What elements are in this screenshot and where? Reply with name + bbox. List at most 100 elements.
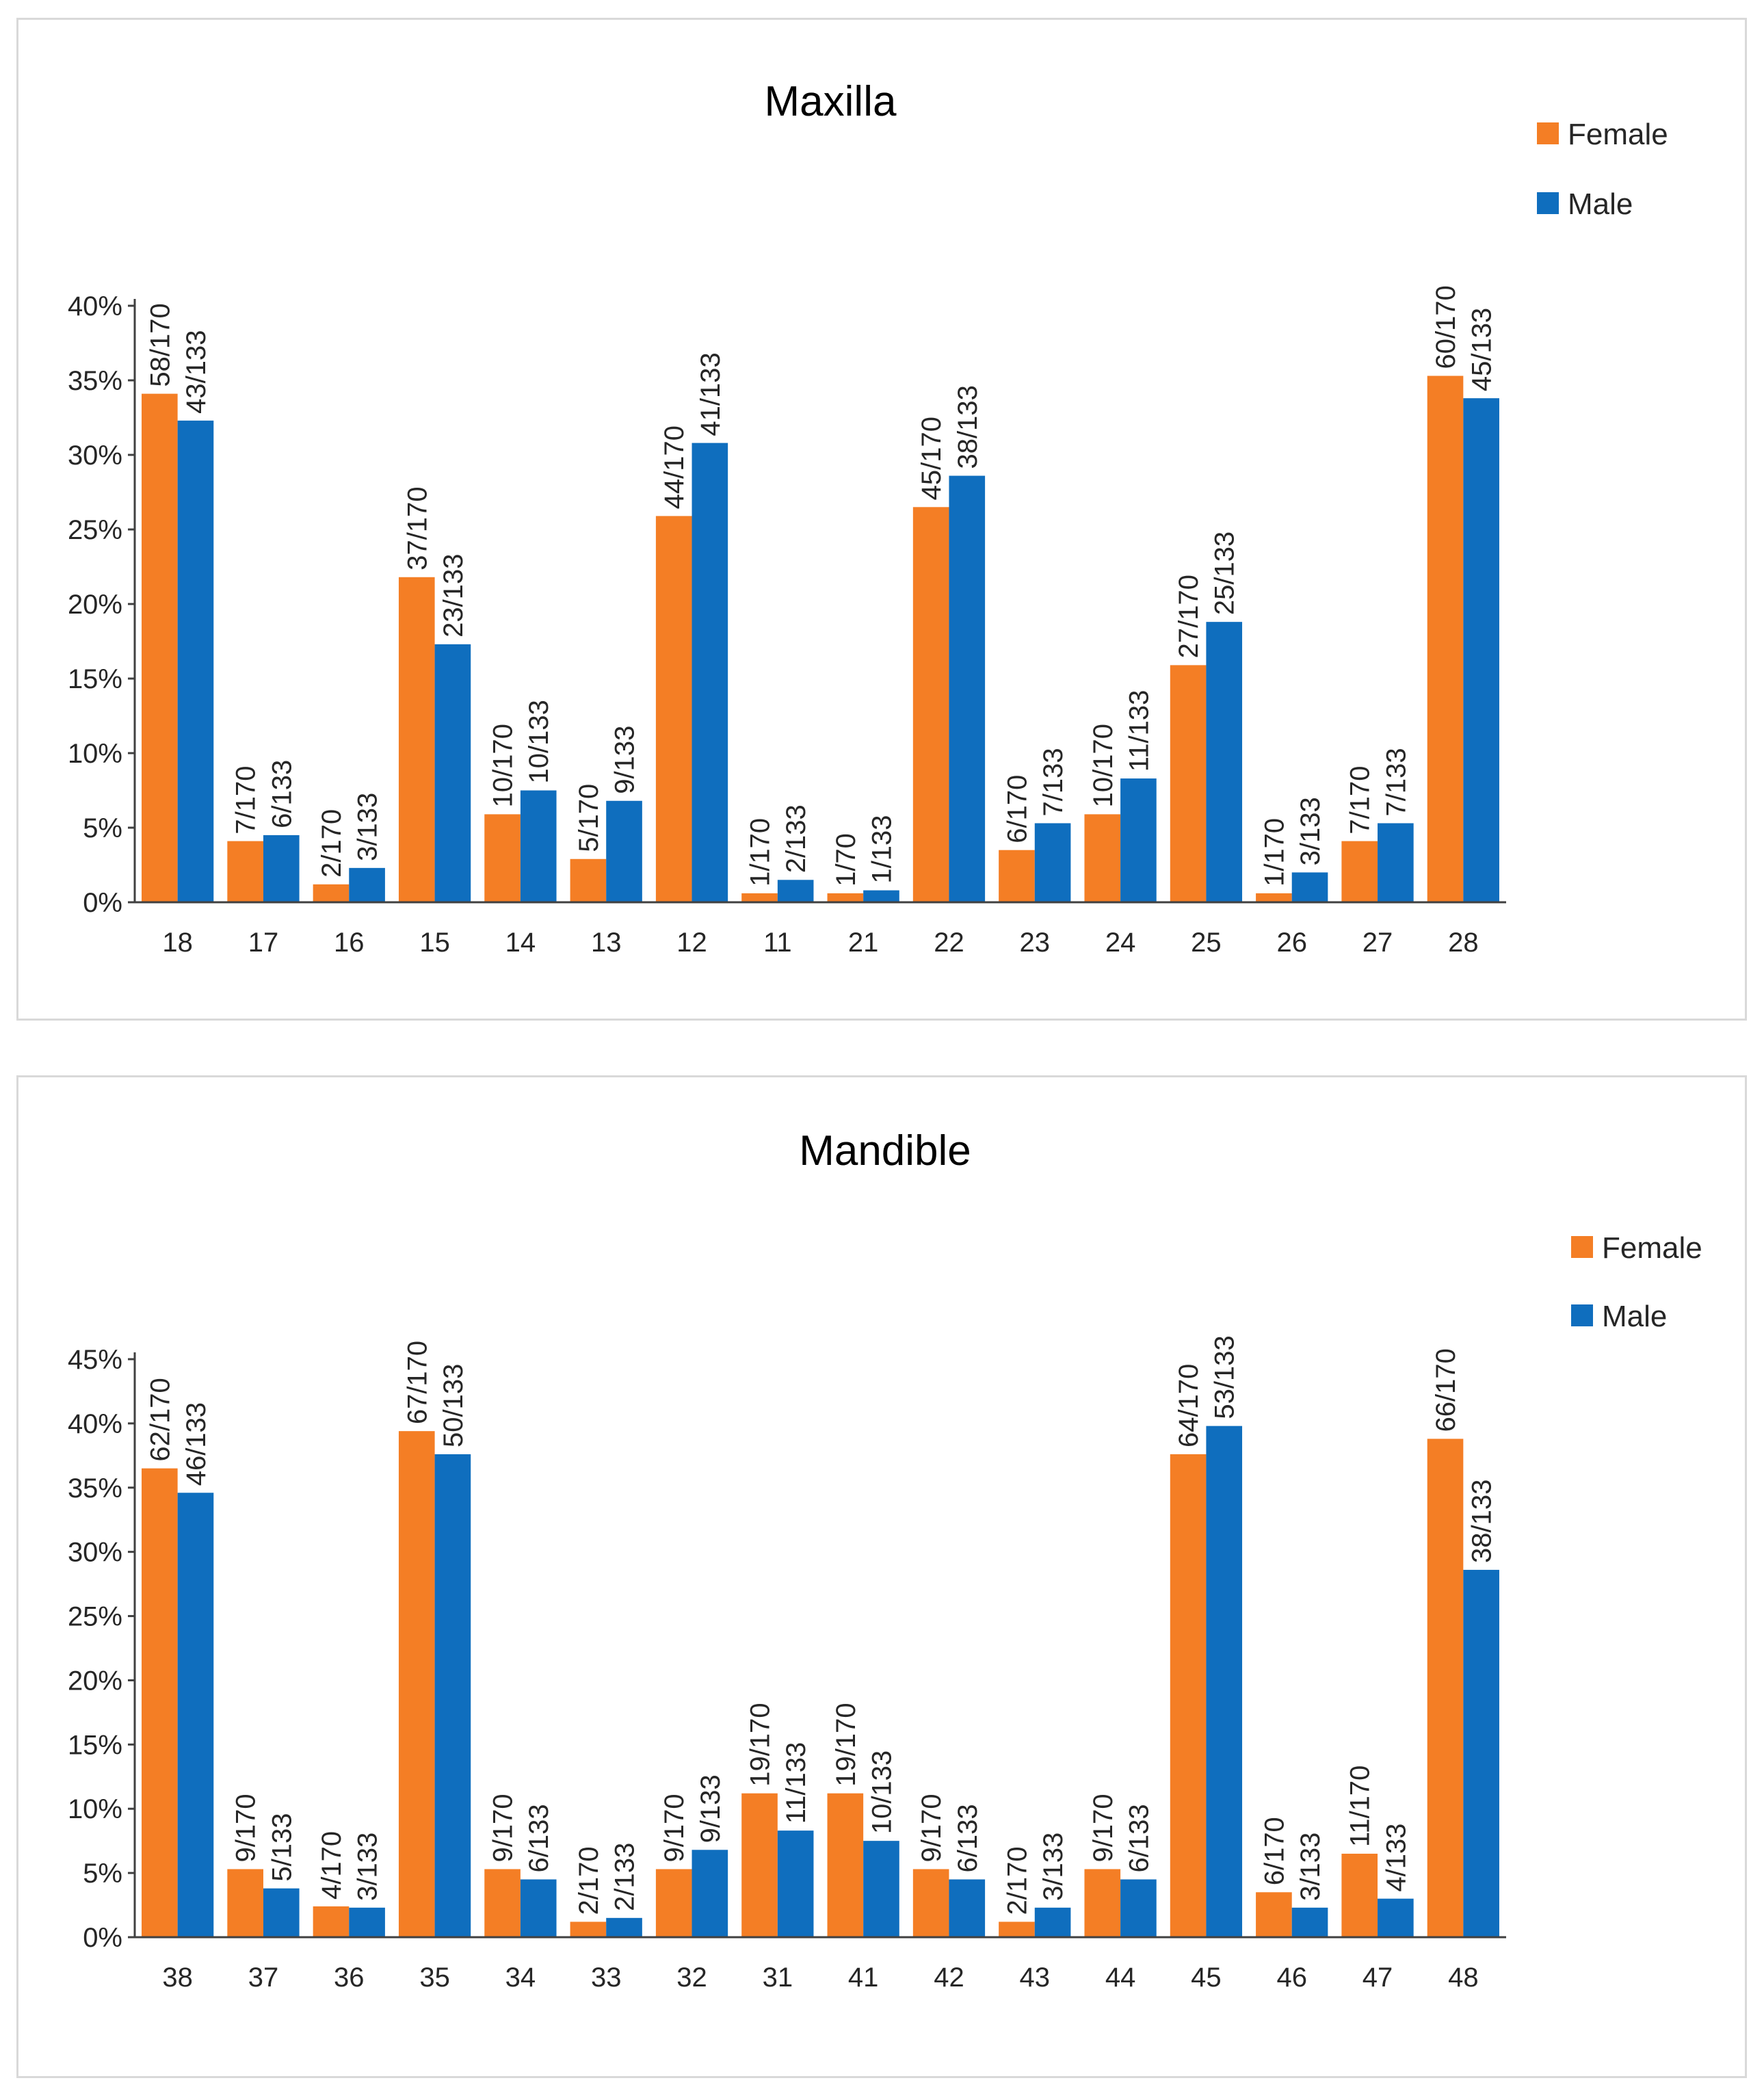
y-tick-label: 45%: [68, 1345, 122, 1375]
x-tick-label: 45: [1191, 1963, 1222, 1993]
x-tick-label: 21: [848, 928, 879, 958]
x-tick-label: 14: [505, 928, 536, 958]
x-tick-label: 46: [1276, 1963, 1307, 1993]
data-label-male-12: 41/133: [696, 352, 726, 436]
bar-female-18: [142, 393, 178, 902]
bar-male-42: [949, 1879, 986, 1937]
legend-swatch-male: [1571, 1304, 1593, 1326]
y-tick-label: 40%: [68, 291, 122, 321]
data-label-male-36: 3/133: [353, 1833, 383, 1901]
data-label-male-11: 2/133: [781, 804, 811, 873]
data-label-male-24: 11/133: [1124, 690, 1154, 772]
data-label-female-36: 4/170: [317, 1831, 347, 1900]
bar-female-37: [227, 1869, 263, 1937]
bar-male-33: [606, 1917, 642, 1937]
x-tick-label: 27: [1363, 928, 1393, 958]
data-label-female-35: 67/170: [402, 1341, 432, 1424]
bar-male-46: [1291, 1907, 1328, 1937]
bar-female-28: [1427, 376, 1464, 902]
x-tick-label: 36: [334, 1963, 365, 1993]
data-label-male-34: 6/133: [524, 1804, 554, 1872]
data-label-male-44: 6/133: [1124, 1804, 1154, 1872]
data-label-male-15: 23/133: [438, 554, 469, 638]
x-tick-label: 13: [591, 928, 622, 958]
x-tick-label: 28: [1448, 928, 1479, 958]
data-label-female-17: 7/170: [231, 766, 261, 835]
y-tick-label: 10%: [68, 739, 122, 769]
data-label-female-23: 6/170: [1002, 775, 1032, 843]
bar-male-41: [863, 1841, 899, 1937]
x-tick-label: 12: [676, 928, 707, 958]
bar-male-13: [606, 800, 642, 902]
bar-female-41: [827, 1793, 864, 1937]
y-tick-label: 5%: [83, 1859, 122, 1889]
bar-male-16: [349, 867, 385, 902]
data-label-female-48: 66/170: [1431, 1348, 1461, 1432]
data-label-female-45: 64/170: [1174, 1364, 1204, 1447]
bar-female-33: [570, 1921, 607, 1937]
data-label-male-48: 38/133: [1467, 1480, 1497, 1563]
x-tick-label: 22: [934, 928, 964, 958]
data-label-male-21: 1/133: [867, 815, 897, 883]
x-tick-label: 32: [676, 1963, 707, 1993]
bar-female-42: [912, 1869, 949, 1937]
bar-male-24: [1120, 778, 1157, 902]
x-tick-label: 38: [162, 1963, 193, 1993]
plot-area: 0% 5% 10% 15% 20% 25% 30% 35% 40% 45% 62/170 46/133…: [68, 1335, 1506, 1993]
bar-male-11: [777, 880, 814, 902]
data-label-female-42: 9/170: [917, 1794, 947, 1862]
bar-female-14: [484, 814, 521, 902]
data-label-female-46: 6/170: [1259, 1817, 1289, 1885]
bar-male-25: [1206, 622, 1243, 902]
bar-female-34: [484, 1869, 521, 1937]
bar-female-17: [227, 841, 263, 902]
bar-female-26: [1256, 893, 1292, 902]
y-tick-label: 35%: [68, 1473, 122, 1504]
bar-male-36: [349, 1907, 385, 1937]
data-label-female-12: 44/170: [659, 425, 689, 509]
data-label-female-43: 2/170: [1002, 1846, 1032, 1915]
data-label-female-27: 7/170: [1345, 766, 1375, 835]
data-label-male-38: 46/133: [181, 1402, 211, 1486]
bar-female-44: [1084, 1869, 1121, 1937]
bar-female-32: [655, 1869, 692, 1937]
bar-male-23: [1034, 823, 1071, 902]
bar-male-17: [263, 835, 300, 902]
bar-female-36: [313, 1906, 350, 1937]
bar-female-12: [655, 516, 692, 902]
x-tick-label: 15: [419, 928, 450, 958]
data-label-female-28: 60/170: [1431, 285, 1461, 369]
data-label-female-13: 5/170: [574, 784, 604, 852]
bar-female-43: [999, 1921, 1035, 1937]
mandible-chart-panel: Mandible 0% 5% 10% 15% 20% 25% 30% 35% 40% 45% 62/…: [16, 1075, 1747, 2078]
bar-female-31: [741, 1793, 778, 1937]
data-label-male-27: 7/133: [1381, 748, 1411, 816]
bar-male-31: [777, 1830, 814, 1937]
y-tick-label: 15%: [68, 664, 122, 694]
x-tick-label: 34: [505, 1963, 536, 1993]
data-label-male-23: 7/133: [1038, 748, 1068, 816]
y-tick-label: 5%: [83, 813, 122, 843]
y-tick-label: 25%: [68, 515, 122, 545]
y-tick-label: 10%: [68, 1794, 122, 1824]
x-tick-label: 42: [934, 1963, 964, 1993]
bar-male-43: [1034, 1907, 1071, 1937]
bar-female-47: [1341, 1853, 1378, 1937]
x-tick-label: 44: [1105, 1963, 1136, 1993]
bar-male-28: [1463, 398, 1499, 902]
y-tick-label: 35%: [68, 366, 122, 396]
data-label-female-33: 2/170: [574, 1846, 604, 1915]
x-tick-label: 16: [334, 928, 365, 958]
data-label-male-26: 3/133: [1295, 797, 1326, 865]
bar-male-27: [1378, 823, 1414, 902]
bar-male-26: [1291, 872, 1328, 902]
data-label-male-18: 43/133: [181, 330, 211, 414]
bar-male-32: [692, 1850, 728, 1937]
data-label-female-14: 10/170: [488, 724, 518, 807]
data-label-male-32: 9/133: [696, 1774, 726, 1843]
bar-female-13: [570, 858, 607, 902]
bar-male-18: [177, 420, 214, 902]
y-tick-label: 25%: [68, 1602, 122, 1632]
x-tick-label: 35: [419, 1963, 450, 1993]
data-label-male-17: 6/133: [267, 760, 297, 828]
